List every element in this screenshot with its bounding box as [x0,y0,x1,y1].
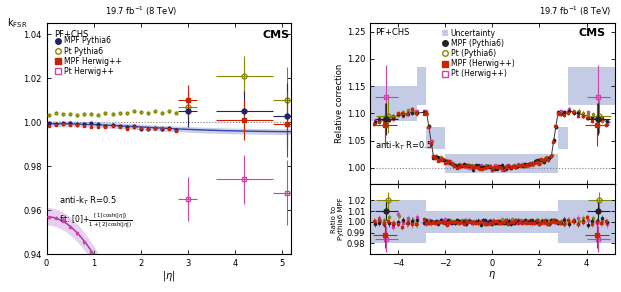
Text: 19.7 fb$^{-1}$ (8 TeV): 19.7 fb$^{-1}$ (8 TeV) [539,4,612,18]
Y-axis label: Ratio to
Pythia6 MPF: Ratio to Pythia6 MPF [331,198,344,240]
X-axis label: |$\eta$|: |$\eta$| [162,269,176,283]
Legend: Uncertainty, MPF (Pythia6), Pt (Pythia6), MPF (Herwig++), Pt (Herwig++): Uncertainty, MPF (Pythia6), Pt (Pythia6)… [442,29,514,78]
Legend: MPF Pythia6, Pt Pythia6, MPF Herwig++, Pt Herwig++: MPF Pythia6, Pt Pythia6, MPF Herwig++, P… [55,36,122,76]
Text: anti-k$_T$ R=0.5: anti-k$_T$ R=0.5 [374,140,433,152]
Text: anti-k$_T$ R=0.5: anti-k$_T$ R=0.5 [59,194,117,207]
Text: PF+CHS: PF+CHS [374,28,409,37]
Text: PF+CHS: PF+CHS [54,30,88,39]
Y-axis label: k$_\mathrm{FSR}$: k$_\mathrm{FSR}$ [7,16,27,30]
Text: fit: [0]+$\frac{[1]\,\cosh(|\eta|)}{1+[2]\,\cosh(|\eta|)}$: fit: [0]+$\frac{[1]\,\cosh(|\eta|)}{1+[2… [59,212,133,231]
Text: CMS: CMS [262,30,289,40]
Text: 19.7 fb$^{-1}$ (8 TeV): 19.7 fb$^{-1}$ (8 TeV) [104,4,177,18]
X-axis label: $\eta$: $\eta$ [488,269,496,281]
Text: CMS: CMS [578,28,605,38]
Y-axis label: Relative correction: Relative correction [335,64,344,143]
